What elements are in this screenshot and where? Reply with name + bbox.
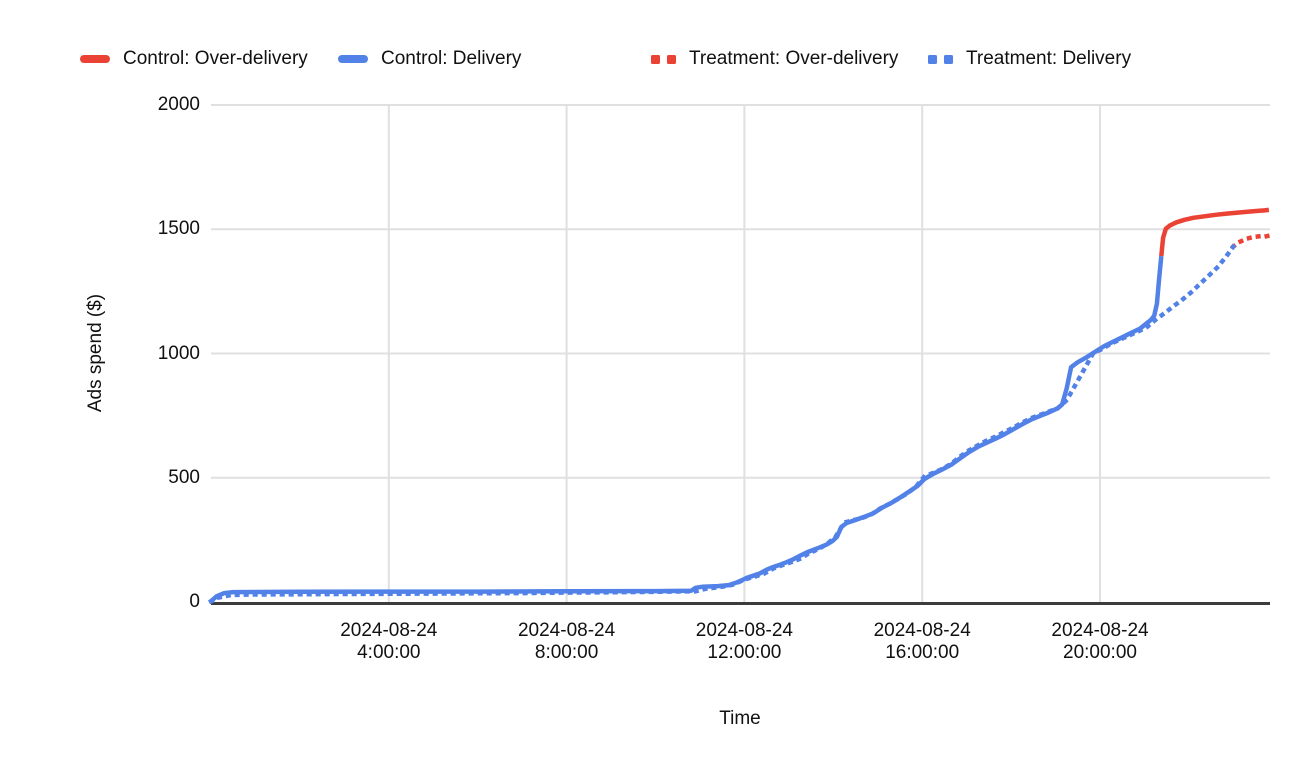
series-line-treatment-over-delivery[interactable]	[1230, 233, 1272, 250]
y-tick-label: 1000	[157, 342, 200, 364]
y-tick-label: 2000	[157, 94, 200, 115]
x-tick-label: 2024-08-24 8:00:00	[517, 620, 616, 663]
legend-item-control-delivery[interactable]: Control: Delivery	[338, 46, 521, 72]
series-line-treatment-delivery[interactable]	[208, 243, 1237, 605]
legend-swatch-red-solid-icon	[80, 55, 110, 63]
legend-label: Control: Over-delivery	[123, 48, 308, 69]
legend-label: Treatment: Over-delivery	[689, 48, 899, 69]
y-tick-label: 0	[189, 591, 200, 612]
legend-swatch-blue-dotted-icon	[928, 54, 953, 64]
y-tick-label: 500	[168, 466, 200, 488]
legend-swatch-red-dotted-icon	[651, 54, 676, 64]
x-axis-title: Time	[719, 708, 761, 729]
x-tick-label: 2024-08-24 12:00:00	[695, 620, 793, 663]
legend-item-treatment-delivery[interactable]: Treatment: Delivery	[928, 46, 1131, 72]
legend-label: Control: Delivery	[381, 48, 522, 69]
legend-item-control-over-delivery[interactable]: Control: Over-delivery	[80, 46, 308, 72]
series-line-control-over-delivery[interactable]	[1159, 207, 1270, 257]
y-tick-label: 1500	[157, 218, 200, 240]
series-line-control-delivery[interactable]	[209, 255, 1164, 603]
x-tick-label: 2024-08-24 16:00:00	[873, 620, 971, 663]
x-tick-label: 2024-08-24 4:00:00	[340, 620, 438, 663]
legend-label: Treatment: Delivery	[966, 48, 1132, 69]
legend-swatch-blue-solid-icon	[338, 55, 368, 63]
legend-item-treatment-over-delivery[interactable]: Treatment: Over-delivery	[651, 46, 898, 72]
x-tick-label: 2024-08-24 20:00:00	[1051, 620, 1149, 663]
